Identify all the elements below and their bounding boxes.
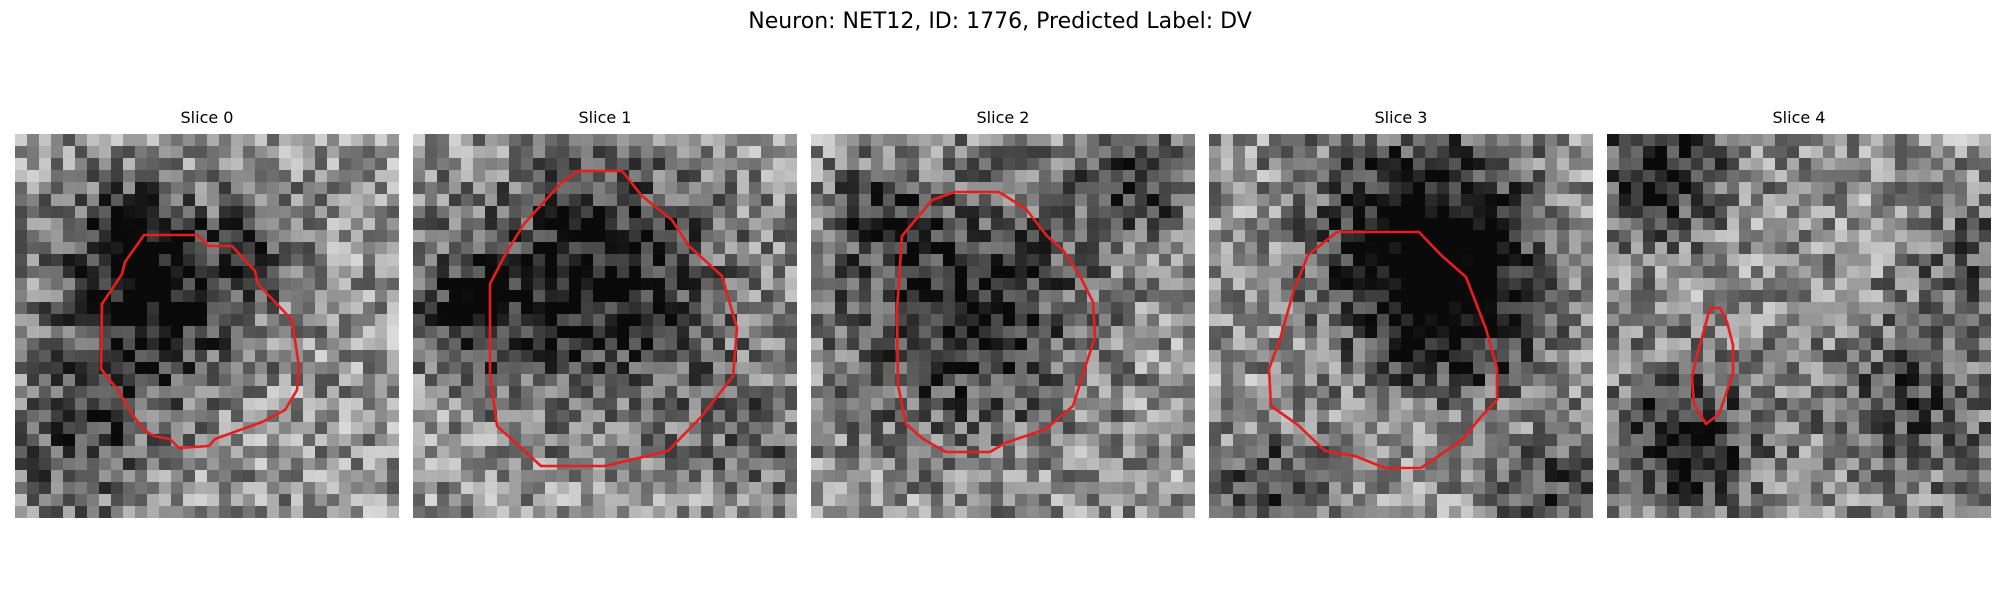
roi-contour (1267, 230, 1499, 470)
noise-image (15, 134, 399, 518)
roi-contour (895, 190, 1097, 454)
slice-title: Slice 1 (578, 108, 632, 127)
slice-title: Slice 2 (976, 108, 1030, 127)
noise-image (1209, 134, 1593, 518)
slice-panel-2: Slice 2 (811, 108, 1195, 534)
noise-image (1607, 134, 1991, 518)
slice-title: Slice 0 (180, 108, 234, 127)
roi-contour (488, 169, 739, 468)
slice-panel-4: Slice 4 (1607, 108, 1991, 534)
slice-title: Slice 4 (1772, 108, 1826, 127)
slice-title: Slice 3 (1374, 108, 1428, 127)
slice-image-0 (15, 134, 399, 518)
slice-panel-1: Slice 1 (413, 108, 797, 534)
noise-image (811, 134, 1195, 518)
roi-contour (1690, 306, 1735, 426)
slice-panel-0: Slice 0 (15, 108, 399, 534)
slice-image-4 (1607, 134, 1991, 518)
slice-image-3 (1209, 134, 1593, 518)
noise-image (413, 134, 797, 518)
slice-image-2 (811, 134, 1195, 518)
slice-image-1 (413, 134, 797, 518)
roi-contour (99, 233, 301, 450)
figure-title: Neuron: NET12, ID: 1776, Predicted Label… (748, 9, 1252, 34)
slice-panel-3: Slice 3 (1209, 108, 1593, 534)
